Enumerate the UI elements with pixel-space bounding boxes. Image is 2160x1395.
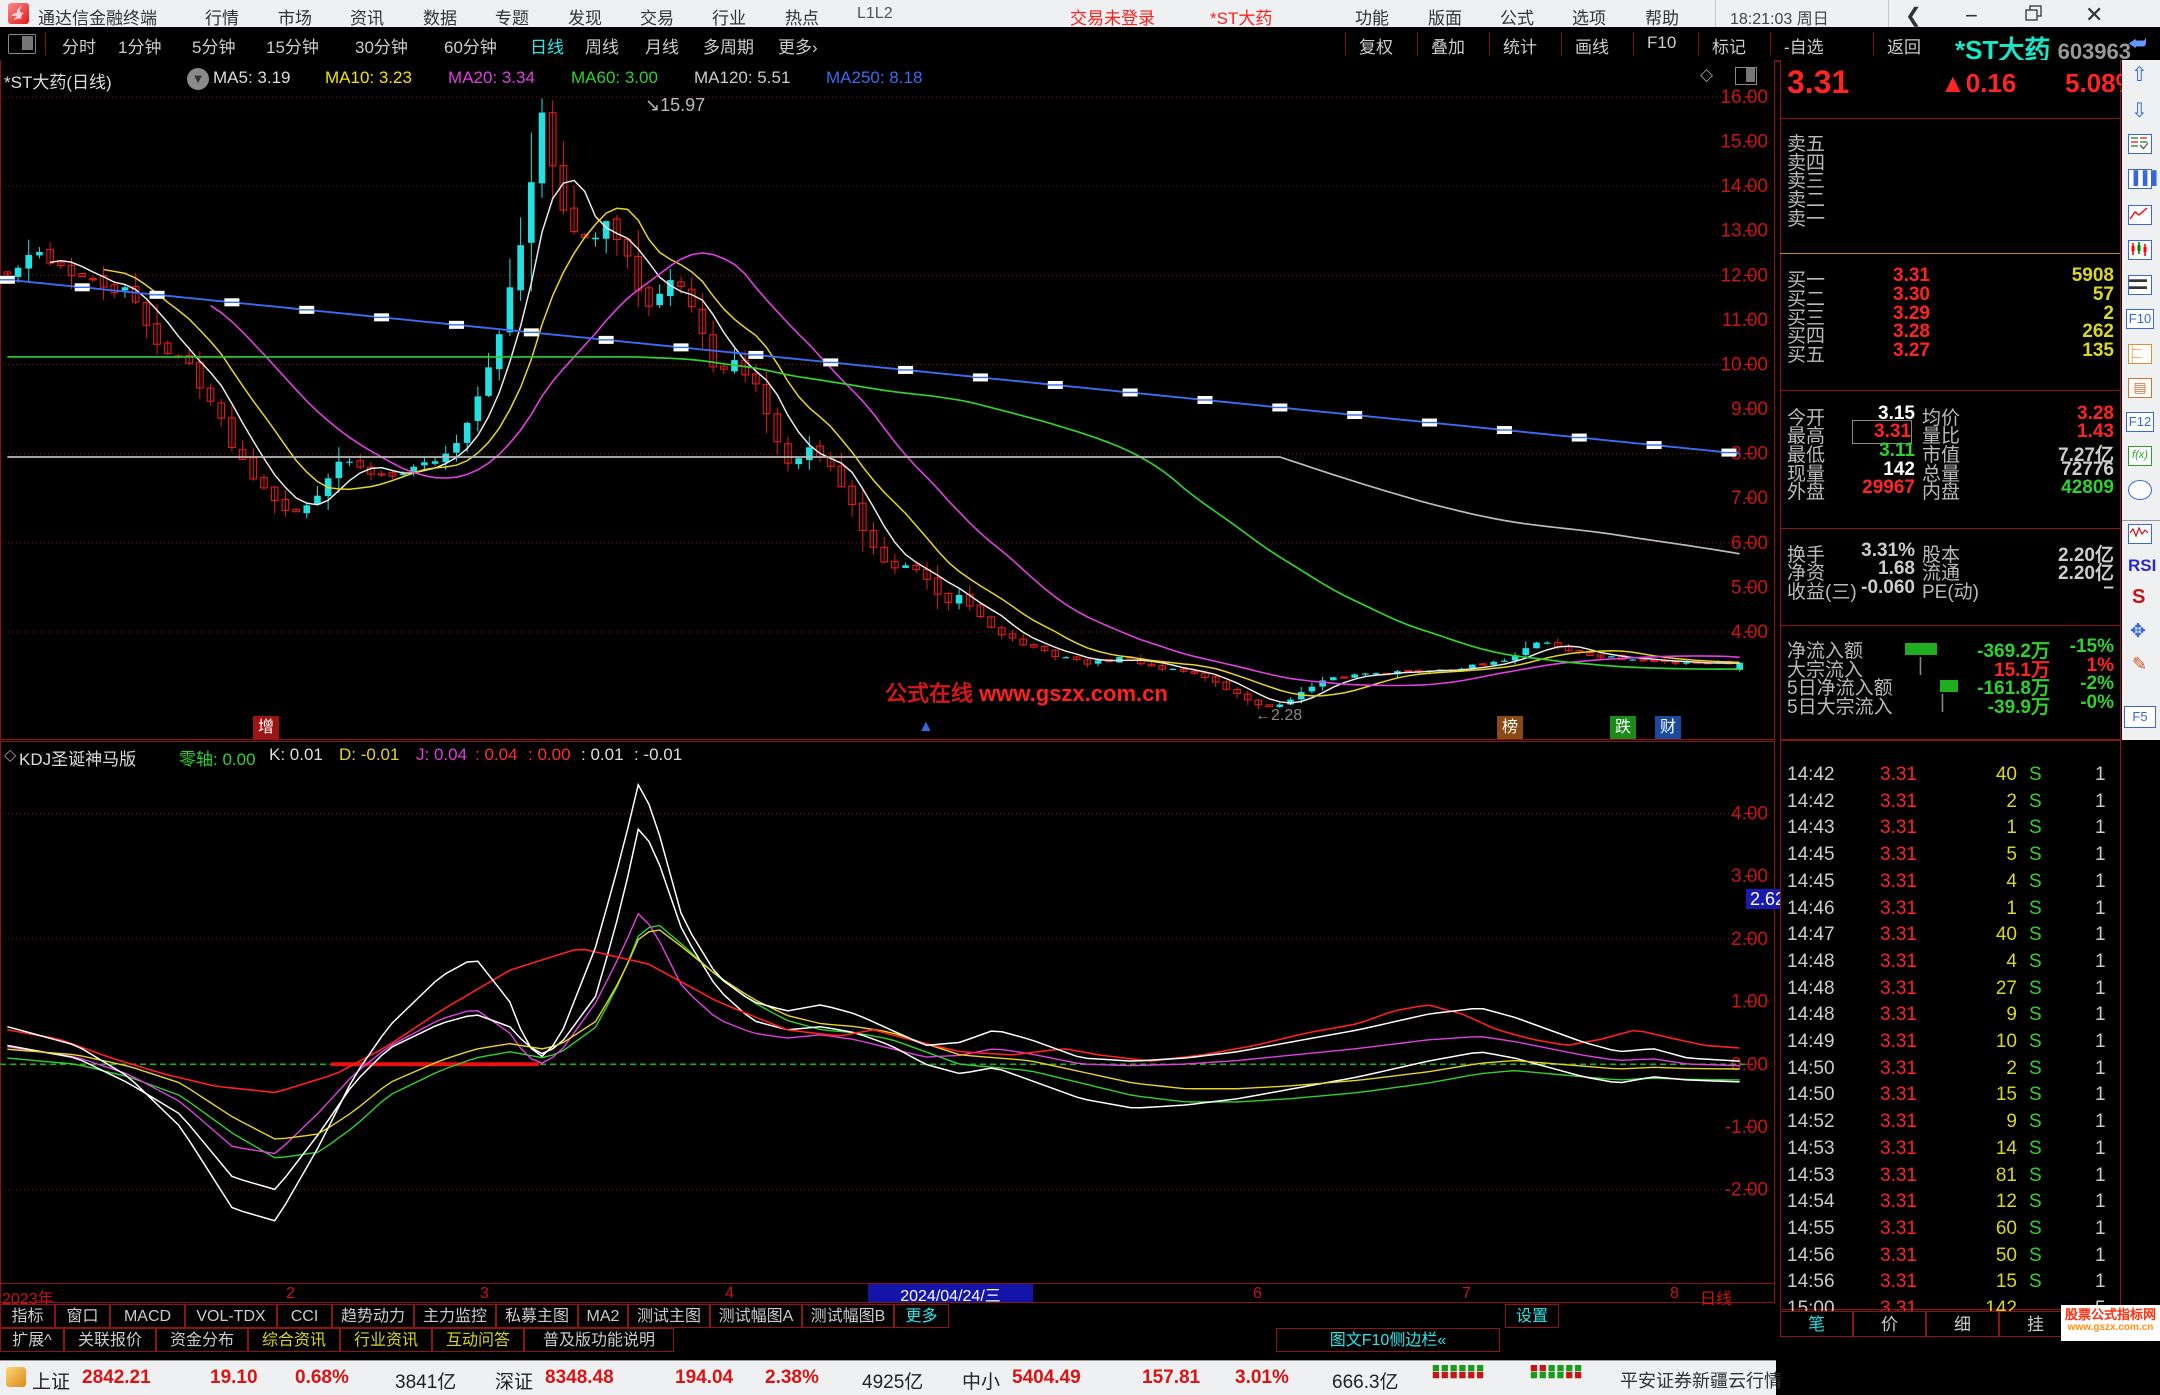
svg-text:1.00: 1.00 xyxy=(1731,992,1768,1013)
svg-text:-1.00: -1.00 xyxy=(1725,1117,1768,1138)
svg-text:3.00: 3.00 xyxy=(1731,866,1768,887)
svg-text:2.00: 2.00 xyxy=(1731,929,1768,950)
svg-text:-2.00: -2.00 xyxy=(1725,1180,1768,1201)
svg-text:4.00: 4.00 xyxy=(1731,804,1768,825)
svg-text:0.00: 0.00 xyxy=(1731,1054,1768,1075)
